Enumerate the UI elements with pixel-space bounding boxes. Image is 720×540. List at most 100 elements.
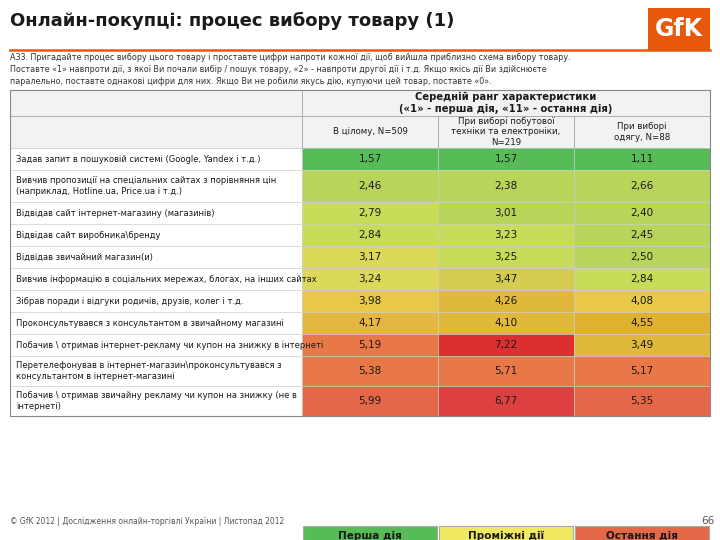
Bar — [574, 356, 710, 386]
Text: © GfK 2012 | Дослідження онлайн-торгівлі України | Листопад 2012: © GfK 2012 | Дослідження онлайн-торгівлі… — [10, 517, 284, 526]
Bar — [302, 312, 438, 334]
Text: 66: 66 — [701, 516, 714, 526]
Text: Перетелефонував в інтернет-магазин\проконсультувався з
консультантом в інтернет-: Перетелефонував в інтернет-магазин\проко… — [16, 361, 282, 381]
Text: 5,38: 5,38 — [359, 366, 382, 376]
Bar — [574, 386, 710, 416]
Bar — [302, 148, 438, 170]
Bar — [574, 268, 710, 290]
Bar — [438, 224, 574, 246]
Bar — [574, 148, 710, 170]
Text: А33. Пригадайте процес вибору цього товару і проставте цифри напроти кожної дії,: А33. Пригадайте процес вибору цього това… — [10, 53, 571, 86]
Bar — [302, 202, 438, 224]
Text: Проконсультувався з консультантом в звичайному магазині: Проконсультувався з консультантом в звич… — [16, 319, 284, 327]
Text: GfK: GfK — [655, 17, 703, 41]
Bar — [574, 224, 710, 246]
Bar — [10, 356, 302, 386]
Text: Зібрав поради і відгуки родичів, друзів, колег і т.д.: Зібрав поради і відгуки родичів, друзів,… — [16, 296, 243, 306]
Bar — [302, 116, 438, 148]
Text: Побачив \ отримав звичайну рекламу чи купон на знижку (не в
інтернеті): Побачив \ отримав звичайну рекламу чи ку… — [16, 392, 297, 411]
Text: 3,98: 3,98 — [359, 296, 382, 306]
Bar — [574, 246, 710, 268]
Text: При виборі побутової
техніки та електроніки,
N=219: При виборі побутової техніки та електрон… — [451, 117, 561, 147]
Bar — [574, 312, 710, 334]
Bar — [10, 90, 710, 416]
Text: 2,66: 2,66 — [631, 181, 654, 191]
Text: 2,46: 2,46 — [359, 181, 382, 191]
Text: 2,50: 2,50 — [631, 252, 654, 262]
Text: 3,17: 3,17 — [359, 252, 382, 262]
Text: Відвідав звичайний магазин(и): Відвідав звичайний магазин(и) — [16, 253, 153, 261]
Text: Перша дія: Перша дія — [338, 531, 402, 540]
Bar — [439, 526, 573, 540]
Text: 3,49: 3,49 — [631, 340, 654, 350]
Bar — [10, 334, 302, 356]
Bar — [10, 224, 302, 246]
Text: Задав запит в пошуковій системі (Google, Yandex і т.д.): Задав запит в пошуковій системі (Google,… — [16, 154, 261, 164]
Text: Середній ранг характеристики
(«1» - перша дія, «11» - остання дія): Середній ранг характеристики («1» - перш… — [400, 92, 613, 114]
Bar — [438, 170, 574, 202]
Text: 2,38: 2,38 — [495, 181, 518, 191]
Text: 3,24: 3,24 — [359, 274, 382, 284]
Bar — [10, 202, 302, 224]
Text: 4,08: 4,08 — [631, 296, 654, 306]
Bar — [10, 170, 302, 202]
Bar — [438, 290, 574, 312]
Text: Відвідав сайт виробника\бренду: Відвідав сайт виробника\бренду — [16, 231, 161, 240]
Bar — [574, 116, 710, 148]
Bar — [438, 356, 574, 386]
Bar — [438, 334, 574, 356]
Text: Онлайн-покупці: процес вибору товару (1): Онлайн-покупці: процес вибору товару (1) — [10, 12, 454, 30]
Bar — [302, 90, 710, 116]
Text: 3,01: 3,01 — [495, 208, 518, 218]
Bar — [575, 526, 709, 540]
Text: 1,11: 1,11 — [631, 154, 654, 164]
Bar — [302, 334, 438, 356]
Bar — [438, 202, 574, 224]
Bar — [574, 202, 710, 224]
Text: 2,40: 2,40 — [631, 208, 654, 218]
Bar — [10, 312, 302, 334]
Text: 3,23: 3,23 — [495, 230, 518, 240]
Text: 4,26: 4,26 — [495, 296, 518, 306]
Bar — [302, 268, 438, 290]
Text: Вивчив пропозиції на спеціальних сайтах з порівняння цін
(наприклад, Hotline.ua,: Вивчив пропозиції на спеціальних сайтах … — [16, 176, 276, 195]
Text: 3,47: 3,47 — [495, 274, 518, 284]
Bar — [438, 268, 574, 290]
Bar — [648, 8, 710, 50]
Text: 1,57: 1,57 — [495, 154, 518, 164]
Text: 1,57: 1,57 — [359, 154, 382, 164]
Bar — [302, 386, 438, 416]
Bar — [438, 116, 574, 148]
Bar — [302, 356, 438, 386]
Text: 4,55: 4,55 — [631, 318, 654, 328]
Text: Відвідав сайт інтернет-магазину (магазинів): Відвідав сайт інтернет-магазину (магазин… — [16, 208, 215, 218]
Text: 2,79: 2,79 — [359, 208, 382, 218]
Bar — [10, 268, 302, 290]
Text: При виборі
одягу, N=88: При виборі одягу, N=88 — [614, 122, 670, 141]
Text: 2,45: 2,45 — [631, 230, 654, 240]
Bar — [438, 148, 574, 170]
Bar — [574, 290, 710, 312]
Text: Остання дія: Остання дія — [606, 531, 678, 540]
Text: 4,17: 4,17 — [359, 318, 382, 328]
Text: 5,19: 5,19 — [359, 340, 382, 350]
Bar — [10, 116, 302, 148]
Bar — [302, 290, 438, 312]
Text: 5,35: 5,35 — [631, 396, 654, 406]
Text: 6,77: 6,77 — [495, 396, 518, 406]
Bar — [438, 312, 574, 334]
Bar — [10, 290, 302, 312]
Text: 5,71: 5,71 — [495, 366, 518, 376]
Text: Вивчив інформацію в соціальних мережах, блогах, на інших сайтах: Вивчив інформацію в соціальних мережах, … — [16, 274, 317, 284]
Bar — [302, 170, 438, 202]
Text: В цілому, N=509: В цілому, N=509 — [333, 127, 408, 137]
Text: Проміжні дії: Проміжні дії — [468, 531, 544, 540]
Text: 5,17: 5,17 — [631, 366, 654, 376]
Bar — [10, 386, 302, 416]
Bar — [438, 386, 574, 416]
Text: 7,22: 7,22 — [495, 340, 518, 350]
Text: 4,10: 4,10 — [495, 318, 518, 328]
Bar — [574, 334, 710, 356]
Bar — [302, 224, 438, 246]
Bar — [438, 246, 574, 268]
